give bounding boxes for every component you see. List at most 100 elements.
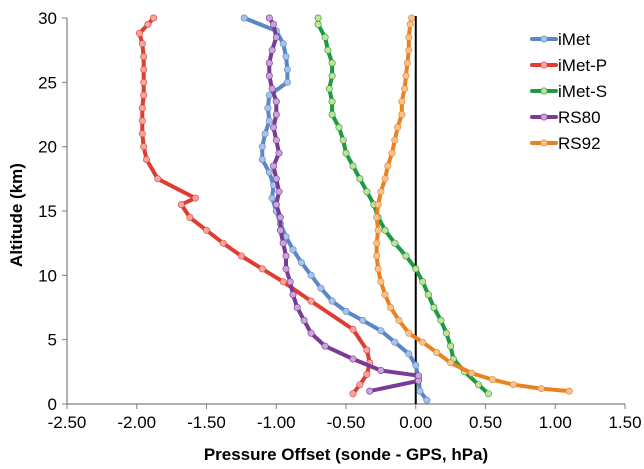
data-point xyxy=(265,117,273,125)
data-point xyxy=(412,265,420,273)
data-point xyxy=(300,316,308,324)
data-point xyxy=(136,29,144,37)
data-point xyxy=(419,278,427,286)
series-layer xyxy=(136,14,573,404)
series-rs92 xyxy=(373,14,573,395)
y-tick-label: 20 xyxy=(38,138,57,157)
data-point xyxy=(342,149,350,157)
y-tick-label: 25 xyxy=(38,73,57,92)
data-point xyxy=(373,213,381,221)
data-point xyxy=(359,316,367,324)
data-point xyxy=(405,46,413,54)
data-point xyxy=(276,213,284,221)
legend-label: RS80 xyxy=(558,108,601,127)
data-point xyxy=(405,329,413,337)
axes: 0 5 10 15 20 25 30 -2.50 -2.00 -1.50 -1.00 -0.50 0.0… xyxy=(38,9,641,432)
y-tick-label: 5 xyxy=(48,331,57,350)
data-point xyxy=(269,123,277,131)
data-point xyxy=(297,258,305,266)
data-point xyxy=(433,348,441,356)
data-point xyxy=(140,91,148,99)
data-point xyxy=(349,390,357,398)
data-point xyxy=(265,59,273,67)
data-point xyxy=(258,265,266,273)
data-point xyxy=(398,111,406,119)
data-point xyxy=(537,385,545,393)
legend-swatch-marker xyxy=(540,139,548,147)
data-point xyxy=(339,136,347,144)
data-point xyxy=(442,329,450,337)
data-point xyxy=(408,14,416,22)
data-point xyxy=(391,136,399,144)
data-point xyxy=(328,59,336,67)
data-point xyxy=(328,297,336,305)
legend-swatch-marker xyxy=(540,87,548,95)
data-point xyxy=(272,111,280,119)
data-point xyxy=(349,325,357,333)
legend-label: iMet-S xyxy=(558,82,607,101)
data-point xyxy=(314,14,322,22)
data-point xyxy=(423,396,431,404)
data-point xyxy=(269,162,277,170)
data-point xyxy=(405,33,413,41)
data-point xyxy=(268,85,276,93)
data-point xyxy=(279,239,287,247)
data-point xyxy=(140,143,148,151)
legend-item: RS80 xyxy=(530,108,601,127)
data-point xyxy=(366,387,374,395)
data-point xyxy=(509,381,517,389)
data-point xyxy=(144,20,152,28)
y-tick-label: 15 xyxy=(38,202,57,221)
data-point xyxy=(282,252,290,260)
series-rs80 xyxy=(265,14,422,395)
data-point xyxy=(282,53,290,61)
data-point xyxy=(437,316,445,324)
legend-swatch-marker xyxy=(540,113,548,121)
legend-swatch-marker xyxy=(540,35,548,43)
data-point xyxy=(412,361,420,369)
legend-item: RS92 xyxy=(530,134,601,153)
data-point xyxy=(342,307,350,315)
data-point xyxy=(394,123,402,131)
data-point xyxy=(324,46,332,54)
data-point xyxy=(265,168,273,176)
data-point xyxy=(363,370,371,378)
x-tick-label: -2.50 xyxy=(48,413,87,432)
data-point xyxy=(377,327,385,335)
data-point xyxy=(374,265,382,273)
data-point xyxy=(363,346,371,354)
data-point xyxy=(307,271,315,279)
data-point xyxy=(484,390,492,398)
data-point xyxy=(374,226,382,234)
data-point xyxy=(283,78,291,86)
series-line xyxy=(374,16,572,394)
data-point xyxy=(272,201,280,209)
data-point xyxy=(374,201,382,209)
x-axis-title: Pressure Offset (sonde - GPS, hPa) xyxy=(204,445,488,464)
data-point xyxy=(447,342,455,350)
data-point xyxy=(430,303,438,311)
data-point xyxy=(289,246,297,254)
data-point xyxy=(356,175,364,183)
data-point xyxy=(401,85,409,93)
x-tick-label: 1.00 xyxy=(539,413,572,432)
data-point xyxy=(219,239,227,247)
data-point xyxy=(272,136,280,144)
data-point xyxy=(402,252,410,260)
y-tick-label: 0 xyxy=(48,395,57,414)
data-point xyxy=(203,226,211,234)
data-point xyxy=(138,117,146,125)
data-point xyxy=(387,303,395,311)
data-point xyxy=(268,46,276,54)
data-point xyxy=(384,162,392,170)
data-point xyxy=(186,213,194,221)
x-tick-label: -1.00 xyxy=(257,413,296,432)
data-point xyxy=(419,338,427,346)
data-point xyxy=(388,149,396,157)
data-point xyxy=(317,284,325,292)
data-point xyxy=(474,381,482,389)
data-point xyxy=(138,104,146,112)
data-point xyxy=(261,130,269,138)
data-point xyxy=(269,20,277,28)
